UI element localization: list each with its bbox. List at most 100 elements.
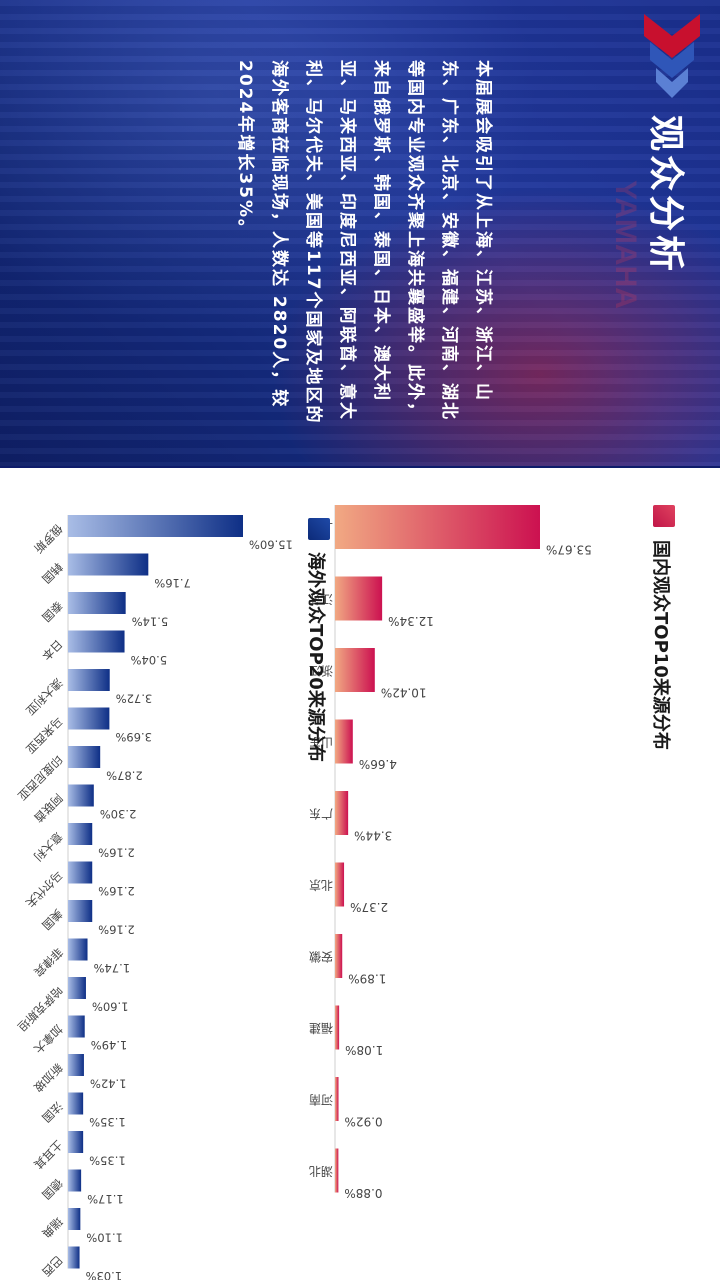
overseas-value-label: 1.49% — [91, 1038, 128, 1052]
overseas-category-label: 新加坡 — [31, 1060, 66, 1095]
page-title: 观众分析 — [645, 115, 686, 276]
overseas-bar — [68, 515, 243, 537]
hero-divider — [0, 466, 720, 468]
overseas-category-label: 菲律宾 — [31, 945, 65, 979]
domestic-value-label: 2.37% — [350, 900, 388, 914]
overseas-bar — [68, 553, 149, 576]
overseas-bar — [67, 1208, 81, 1230]
overseas-category-label: 阿联酋 — [31, 791, 65, 825]
domestic-category-label: 浙江 — [309, 664, 333, 678]
overseas-value-label: 2.16% — [98, 884, 135, 898]
domestic-bar — [334, 934, 343, 978]
overseas-chart-title: 海外观众TOP20来源分布 — [305, 552, 326, 762]
domestic-bar — [335, 1077, 339, 1121]
overseas-value-label: 1.35% — [89, 1115, 126, 1129]
overseas-value-label: 5.04% — [130, 653, 167, 667]
domestic-category-label: 北京 — [309, 878, 333, 892]
overseas-value-label: 1.42% — [90, 1077, 127, 1091]
domestic-value-label: 0.88% — [344, 1186, 382, 1200]
domestic-value-label: 53.67% — [546, 543, 592, 557]
overseas-bar — [67, 977, 86, 999]
overseas-value-label: 1.03% — [85, 1269, 122, 1280]
overseas-section-marker-icon — [308, 518, 330, 540]
overseas-bar — [67, 1131, 84, 1153]
overseas-bar — [68, 784, 94, 807]
domestic-category-label: 湖北 — [309, 1164, 333, 1179]
overseas-bar — [67, 1015, 85, 1038]
overseas-bar — [67, 1092, 84, 1115]
background-logo-text: YAMAHA — [609, 180, 642, 309]
overseas-category-label: 瑞典 — [39, 1214, 66, 1241]
overseas-bar — [67, 938, 88, 961]
domestic-value-label: 4.66% — [359, 757, 397, 771]
overseas-bar — [68, 669, 110, 691]
overseas-bar — [68, 1169, 82, 1192]
overseas-category-label: 德国 — [39, 1176, 65, 1202]
domestic-value-label: 1.08% — [345, 1043, 383, 1057]
overseas-value-label: 15.60% — [249, 538, 293, 552]
overseas-bar — [68, 900, 93, 922]
overseas-bar — [68, 861, 93, 884]
domestic-chart-title: 国内观众TOP10来源分布 — [650, 540, 671, 750]
overseas-value-label: 3.69% — [115, 730, 152, 744]
hero-banner: YAMAHA 观众分析 本届展会吸引了从上海、江苏、浙江、山东、广东、北京、安徽… — [0, 0, 720, 468]
domestic-value-label: 0.92% — [345, 1115, 383, 1129]
overseas-value-label: 1.74% — [93, 961, 130, 975]
overseas-bar — [68, 1054, 84, 1076]
overseas-category-label: 加拿大 — [31, 1022, 66, 1057]
overseas-category-label: 法国 — [39, 1099, 65, 1125]
overseas-category-label: 日本 — [39, 637, 66, 664]
overseas-value-label: 2.87% — [106, 769, 143, 783]
overseas-value-label: 2.30% — [100, 807, 137, 821]
overseas-bar — [68, 1246, 80, 1269]
overseas-category-label: 韩国 — [39, 560, 65, 586]
domestic-value-label: 10.42% — [381, 686, 427, 700]
overseas-category-label: 土耳其 — [31, 1137, 65, 1171]
domestic-bar — [335, 862, 345, 907]
overseas-category-label: 美国 — [39, 906, 65, 932]
intro-paragraph: 本届展会吸引了从上海、江苏、浙江、山东、广东、北京、安徽、福建、河南、湖北等国内… — [235, 60, 493, 425]
overseas-category-label: 澳大利亚 — [23, 675, 65, 717]
domestic-category-label: 江苏 — [309, 592, 333, 606]
domestic-bar — [335, 791, 349, 835]
domestic-category-label: 安徽 — [309, 950, 333, 965]
overseas-value-label: 1.35% — [89, 1154, 126, 1168]
overseas-value-label: 2.16% — [98, 923, 135, 937]
domestic-category-label: 福建 — [309, 1021, 333, 1036]
domestic-bar — [335, 1005, 340, 1050]
domestic-category-label: 山东 — [309, 735, 333, 749]
overseas-bar — [68, 823, 93, 845]
overseas-chart: 俄罗斯韩国泰国日本澳大利亚马来西亚印度尼西亚阿联酋意大利马尔代夫美国菲律宾哈萨克… — [14, 515, 293, 1280]
overseas-value-label: 7.16% — [154, 576, 191, 590]
overseas-value-label: 1.17% — [87, 1192, 124, 1206]
domestic-value-label: 1.89% — [348, 972, 386, 986]
overseas-category-label: 马来西亚 — [23, 714, 65, 756]
overseas-bar — [68, 592, 126, 614]
overseas-bar — [67, 707, 110, 730]
domestic-bar — [334, 1148, 339, 1193]
overseas-category-label: 泰国 — [39, 598, 65, 624]
domestic-value-label: 3.44% — [354, 829, 392, 843]
domestic-category-label: 河南 — [309, 1093, 333, 1108]
domestic-bar — [334, 648, 375, 692]
overseas-value-label: 2.16% — [98, 846, 135, 860]
domestic-bar — [335, 505, 540, 549]
overseas-value-label: 5.14% — [132, 615, 169, 629]
overseas-value-label: 1.60% — [92, 1000, 129, 1014]
domestic-value-label: 12.34% — [388, 614, 434, 628]
overseas-category-label: 马尔代夫 — [23, 868, 66, 911]
domestic-category-label: 广东 — [309, 807, 333, 821]
chevron-logo-icon — [644, 14, 700, 98]
overseas-category-label: 巴西 — [39, 1253, 65, 1279]
domestic-chart: 上海江苏浙江山东广东北京安徽福建河南湖北 53.67%12.34%10.42%4… — [309, 505, 592, 1200]
domestic-bar — [335, 576, 383, 621]
domestic-section-marker-icon — [653, 505, 675, 527]
domestic-bar — [335, 719, 353, 764]
overseas-bar — [67, 746, 101, 768]
overseas-value-label: 1.10% — [86, 1231, 123, 1245]
overseas-value-label: 3.72% — [116, 692, 153, 706]
overseas-bar — [68, 630, 125, 653]
overseas-category-label: 俄罗斯 — [31, 521, 66, 556]
overseas-category-label: 意大利 — [31, 829, 65, 863]
